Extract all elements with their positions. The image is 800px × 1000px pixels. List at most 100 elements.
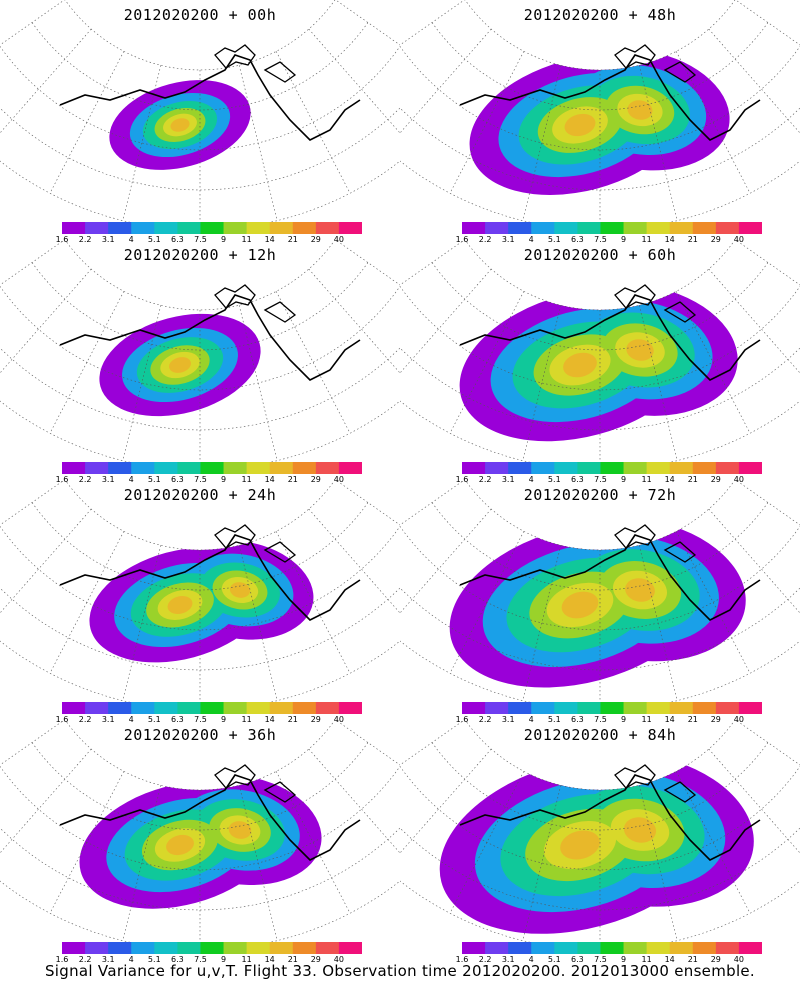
coastline bbox=[459, 774, 761, 861]
variance-contour-level bbox=[560, 817, 657, 860]
colorbar-tick-label: 7.5 bbox=[594, 475, 607, 484]
variance-contour-level bbox=[169, 357, 191, 373]
colorbar-swatch bbox=[223, 702, 248, 714]
colorbar-tick-label: 40 bbox=[333, 715, 344, 724]
colorbar-tick-label: 11 bbox=[241, 235, 252, 244]
variance-map bbox=[0, 720, 400, 942]
colorbar-tick-label: 4 bbox=[528, 955, 534, 964]
colorbar-tick-label: 14 bbox=[664, 715, 675, 724]
graticule bbox=[400, 262, 800, 462]
colorbar-tick-label: 29 bbox=[310, 475, 321, 484]
colorbar-tick-label: 1.6 bbox=[55, 715, 69, 724]
colorbar-tick-label: 6.3 bbox=[571, 715, 584, 724]
colorbar-labels: 1.6 2.2 3.1 4 5.1 6.3 7.5 9 11 14 21 29 40 bbox=[56, 235, 362, 245]
coastline bbox=[59, 54, 361, 141]
colorbar-swatch bbox=[246, 462, 271, 474]
colorbar-tick-label: 5.1 bbox=[147, 235, 161, 244]
colorbar-swatch bbox=[269, 942, 294, 954]
figure-caption: Signal Variance for u,v,T. Flight 33. Ob… bbox=[44, 962, 756, 980]
colorbar-tick-label: 6.3 bbox=[571, 955, 584, 964]
colorbar-swatch bbox=[292, 462, 317, 474]
colorbar-swatch bbox=[485, 942, 509, 954]
arctic-islands bbox=[214, 764, 297, 803]
colorbar-swatch bbox=[646, 942, 671, 954]
coastline bbox=[59, 534, 361, 621]
colorbar-swatch bbox=[554, 222, 578, 234]
panel-title: 2012020200 + 00h bbox=[123, 6, 277, 24]
colorbar-tick-label: 1.6 bbox=[455, 955, 469, 964]
colorbar-swatch bbox=[292, 942, 317, 954]
colorbar-tick-label: 4 bbox=[128, 475, 134, 484]
colorbar bbox=[462, 702, 762, 714]
map-boundary bbox=[400, 480, 800, 702]
colorbar-tick-label: 7.5 bbox=[194, 955, 207, 964]
forecast-panel: 2012020200 + 12h 1.6 2.2 3.1 4 5.1 6.3 7.5 9 11 14… bbox=[0, 240, 400, 485]
colorbar-swatch bbox=[623, 462, 648, 474]
colorbar-swatch bbox=[269, 222, 294, 234]
colorbar-swatch bbox=[108, 222, 132, 234]
colorbar-swatch bbox=[131, 942, 155, 954]
colorbar-tick-label: 2.2 bbox=[78, 955, 92, 964]
colorbar-swatch bbox=[554, 942, 578, 954]
colorbar-tick-label: 21 bbox=[287, 955, 298, 964]
colorbar-tick-label: 3.1 bbox=[501, 955, 515, 964]
variance-map bbox=[0, 0, 400, 222]
colorbar-tick-label: 3.1 bbox=[101, 955, 115, 964]
colorbar-tick-label: 11 bbox=[241, 475, 252, 484]
colorbar-swatch bbox=[600, 462, 625, 474]
colorbar-swatch bbox=[600, 942, 625, 954]
colorbar-swatch bbox=[531, 702, 555, 714]
colorbar-tick-label: 40 bbox=[333, 235, 344, 244]
forecast-panel: 2012020200 + 84h 1.6 2.2 3.1 4 5.1 6.3 7.5 9 11 14… bbox=[400, 720, 800, 965]
colorbar-labels: 1.6 2.2 3.1 4 5.1 6.3 7.5 9 11 14 21 29 40 bbox=[456, 955, 762, 965]
colorbar-swatch bbox=[269, 702, 294, 714]
graticule bbox=[0, 502, 400, 702]
coastline bbox=[459, 534, 761, 621]
colorbar-tick-label: 2.2 bbox=[78, 715, 92, 724]
colorbar-swatch bbox=[315, 942, 340, 954]
colorbar-swatch bbox=[508, 462, 532, 474]
colorbar-swatch bbox=[738, 942, 762, 954]
colorbar-tick-label: 21 bbox=[287, 715, 298, 724]
colorbar-tick-label: 9 bbox=[220, 955, 227, 964]
colorbar-tick-label: 1.6 bbox=[455, 475, 469, 484]
colorbar-tick-label: 40 bbox=[333, 475, 344, 484]
colorbar-tick-label: 6.3 bbox=[571, 235, 584, 244]
colorbar-swatch bbox=[131, 702, 155, 714]
colorbar-swatch bbox=[223, 942, 248, 954]
colorbar-tick-label: 7.5 bbox=[594, 955, 607, 964]
colorbar-labels: 1.6 2.2 3.1 4 5.1 6.3 7.5 9 11 14 21 29 40 bbox=[56, 475, 362, 485]
forecast-panel: 2012020200 + 00h 1.6 2.2 3.1 4 5.1 6.3 7.5 9 11 14… bbox=[0, 0, 400, 245]
colorbar-tick-label: 1.6 bbox=[55, 235, 69, 244]
colorbar-tick-label: 14 bbox=[264, 715, 275, 724]
colorbar-swatch bbox=[669, 222, 694, 234]
arctic-islands bbox=[614, 524, 697, 563]
colorbar-tick-label: 21 bbox=[687, 955, 698, 964]
colorbar-tick-label: 3.1 bbox=[101, 475, 115, 484]
colorbar-swatch bbox=[577, 222, 601, 234]
colorbar-swatch bbox=[269, 462, 294, 474]
colorbar-swatch bbox=[738, 702, 762, 714]
colorbar-tick-label: 40 bbox=[733, 955, 744, 964]
colorbar-tick-label: 11 bbox=[641, 235, 652, 244]
colorbar-tick-label: 29 bbox=[310, 715, 321, 724]
colorbar-labels: 1.6 2.2 3.1 4 5.1 6.3 7.5 9 11 14 21 29 40 bbox=[56, 715, 362, 725]
colorbar-swatch bbox=[462, 222, 486, 234]
variance-map bbox=[0, 240, 400, 462]
colorbar-swatch bbox=[200, 702, 225, 714]
colorbar-tick-label: 4 bbox=[528, 235, 534, 244]
colorbar-swatch bbox=[623, 942, 648, 954]
colorbar-swatch bbox=[200, 462, 225, 474]
panel-title: 2012020200 + 84h bbox=[523, 726, 677, 744]
colorbar-swatch bbox=[154, 462, 178, 474]
colorbar-swatch bbox=[62, 702, 86, 714]
colorbar-swatch bbox=[315, 222, 340, 234]
colorbar-swatch bbox=[108, 702, 132, 714]
coastline bbox=[59, 294, 361, 381]
colorbar-tick-label: 29 bbox=[710, 955, 721, 964]
colorbar-swatch bbox=[177, 222, 201, 234]
coastline bbox=[59, 774, 361, 861]
colorbar-swatch bbox=[692, 222, 717, 234]
colorbar-swatch bbox=[85, 462, 109, 474]
colorbar-swatch bbox=[485, 222, 509, 234]
